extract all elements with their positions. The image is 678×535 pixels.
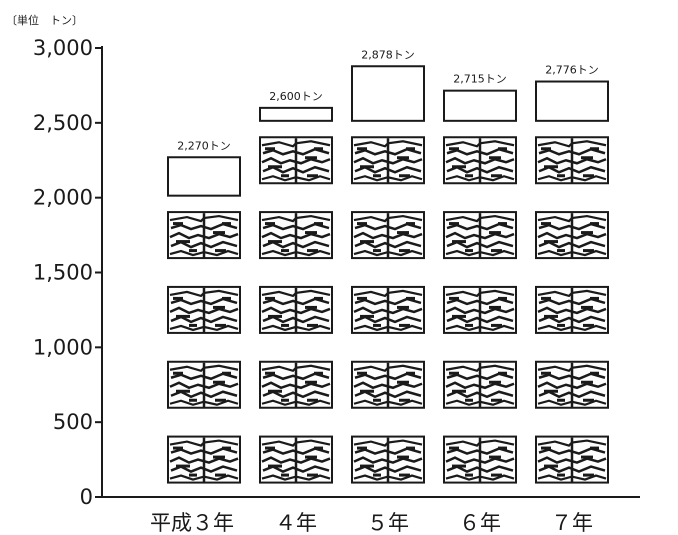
- pictogram-tile-frame: [351, 65, 425, 122]
- y-tick-label: 1,500: [33, 261, 93, 285]
- pictogram-tile: [351, 359, 425, 410]
- pictogram-tile: [351, 210, 425, 260]
- pictogram-tile: [443, 210, 517, 260]
- y-tick-label: 500: [53, 410, 93, 434]
- x-axis-labels: 平成３年 ４年 ５年 ６年 ７年: [150, 511, 593, 535]
- pictogram-tile-frame: [259, 106, 333, 122]
- pictogram-tile: [167, 434, 241, 485]
- pictogram-tile: [259, 210, 333, 260]
- pictogram-tile: [259, 434, 333, 485]
- bar: [351, 65, 425, 485]
- pictogram-tile: [535, 434, 609, 485]
- pictogram-tile: [443, 135, 517, 186]
- pictogram-tile: [535, 285, 609, 335]
- pictogram-tile: [259, 359, 333, 410]
- data-label: 2,878トン: [361, 48, 415, 61]
- x-tick-label: 平成３年: [150, 511, 234, 535]
- data-labels: 2,270トン 2,600トン 2,878トン 2,715トン 2,776トン: [177, 48, 599, 152]
- pictogram-tile-partial: [167, 167, 241, 196]
- bar: [259, 106, 333, 485]
- pictogram-tile: [535, 359, 609, 410]
- x-tick-label: ５年: [367, 511, 409, 535]
- pictogram-tile: [167, 210, 241, 260]
- data-label: 2,776トン: [545, 64, 599, 77]
- y-axis-ticks: 3,000 2,500 2,000 1,500 1,000 500 0: [33, 36, 102, 509]
- pictogram-tile-frame: [535, 80, 609, 122]
- data-label: 2,715トン: [453, 73, 507, 86]
- pictogram-tile-partial: [535, 92, 609, 121]
- pictogram-tile: [167, 359, 241, 410]
- pictogram-tile: [351, 434, 425, 485]
- y-tick-label: 3,000: [33, 36, 93, 60]
- unit-label: 〔単位 トン〕: [6, 13, 83, 27]
- pictogram-tile-frame: [167, 156, 241, 197]
- pictogram-tile: [443, 285, 517, 335]
- y-tick-label: 1,000: [33, 335, 93, 359]
- pictogram-tile-frame: [443, 89, 517, 122]
- pictogram-tile: [351, 285, 425, 335]
- pictogram-tile: [167, 285, 241, 335]
- y-tick-label: 2,000: [33, 186, 93, 210]
- bar: [535, 80, 609, 485]
- pictogram-tile: [259, 135, 333, 186]
- y-tick-label: 2,500: [33, 111, 93, 135]
- y-tick-label: 0: [80, 485, 93, 509]
- pictogram-tile: [535, 135, 609, 186]
- pictogram-tile: [443, 359, 517, 410]
- pictogram-tile: [259, 285, 333, 335]
- pictogram-tile: [351, 135, 425, 186]
- axes: [101, 46, 640, 498]
- x-tick-label: ６年: [459, 511, 501, 535]
- data-label: 2,270トン: [177, 139, 231, 152]
- bar: [167, 156, 241, 485]
- bar: [443, 89, 517, 485]
- pictogram-tile: [535, 210, 609, 260]
- pictogram-tile: [443, 434, 517, 485]
- pictogram-tile-partial: [351, 76, 425, 121]
- data-label: 2,600トン: [269, 90, 323, 103]
- bars: [167, 65, 609, 485]
- x-tick-label: ７年: [551, 511, 593, 535]
- x-tick-label: ４年: [275, 511, 317, 535]
